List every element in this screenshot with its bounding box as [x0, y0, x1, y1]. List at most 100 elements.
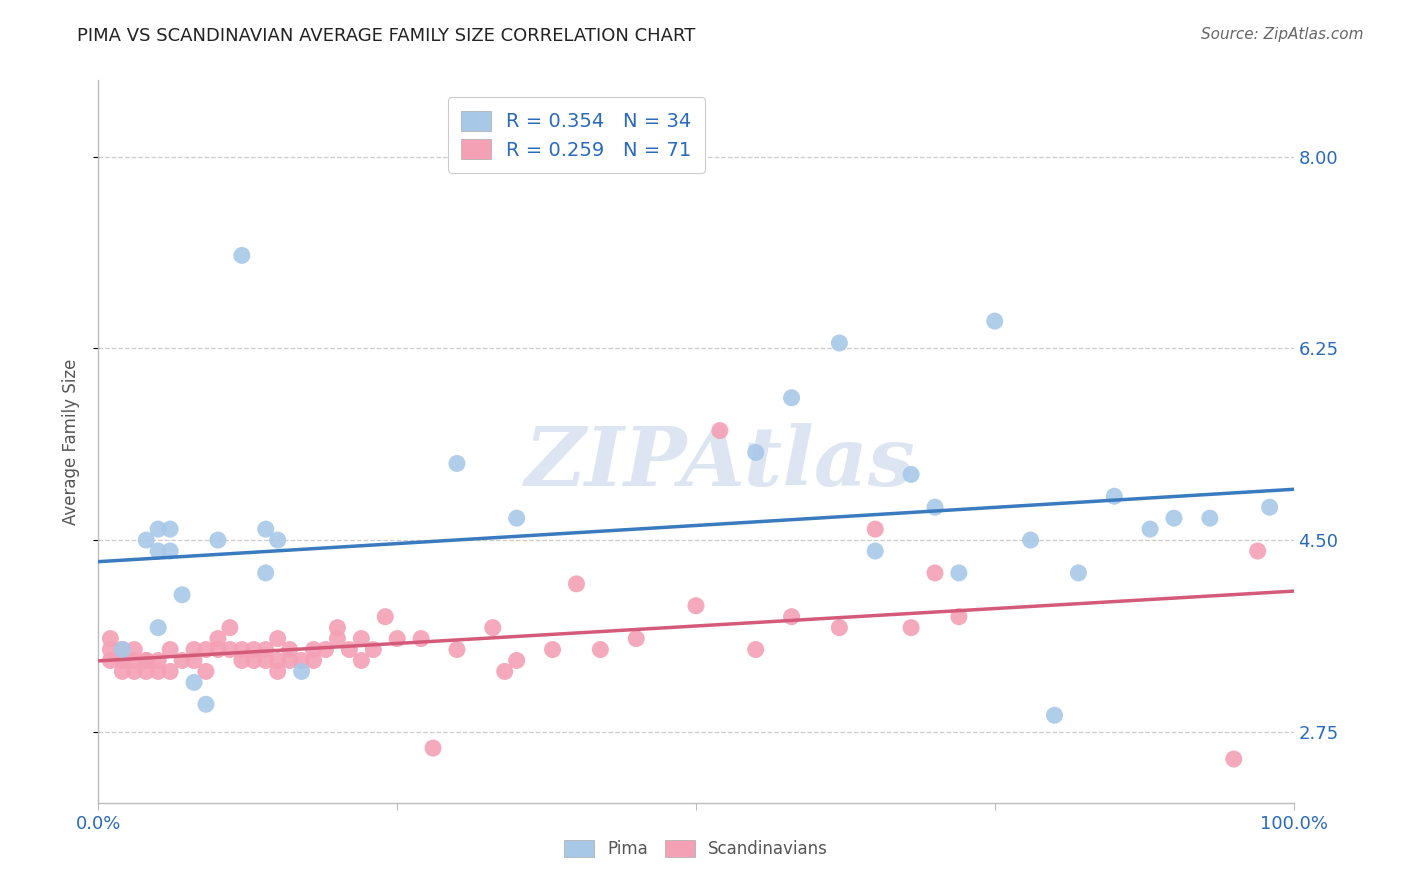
Point	[828, 621, 851, 635]
Point	[267, 653, 290, 667]
Point	[111, 642, 134, 657]
Point	[219, 621, 242, 635]
Point	[278, 653, 301, 667]
Point	[565, 577, 588, 591]
Point	[948, 566, 970, 580]
Point	[207, 632, 229, 646]
Point	[984, 314, 1007, 328]
Point	[243, 653, 266, 667]
Point	[1067, 566, 1090, 580]
Text: Source: ZipAtlas.com: Source: ZipAtlas.com	[1201, 27, 1364, 42]
Point	[506, 653, 529, 667]
Text: ZIPAtlas: ZIPAtlas	[524, 423, 915, 503]
Point	[1247, 544, 1270, 558]
Point	[1019, 533, 1042, 547]
Point	[385, 632, 409, 646]
Text: PIMA VS SCANDINAVIAN AVERAGE FAMILY SIZE CORRELATION CHART: PIMA VS SCANDINAVIAN AVERAGE FAMILY SIZE…	[77, 27, 696, 45]
Point	[111, 642, 134, 657]
Point	[135, 665, 157, 679]
Point	[1163, 511, 1185, 525]
Point	[183, 675, 205, 690]
Point	[302, 653, 325, 667]
Point	[111, 665, 134, 679]
Point	[924, 566, 946, 580]
Point	[780, 391, 803, 405]
Point	[374, 609, 396, 624]
Point	[111, 653, 134, 667]
Point	[900, 467, 922, 482]
Point	[148, 544, 170, 558]
Point	[302, 642, 325, 657]
Point	[709, 424, 731, 438]
Point	[1139, 522, 1161, 536]
Point	[135, 533, 157, 547]
Point	[124, 653, 146, 667]
Point	[159, 642, 181, 657]
Point	[183, 653, 205, 667]
Point	[98, 653, 122, 667]
Point	[267, 632, 290, 646]
Point	[159, 522, 181, 536]
Point	[506, 511, 529, 525]
Y-axis label: Average Family Size: Average Family Size	[62, 359, 80, 524]
Point	[350, 632, 373, 646]
Point	[124, 665, 146, 679]
Point	[124, 642, 146, 657]
Point	[148, 653, 170, 667]
Point	[207, 642, 229, 657]
Point	[183, 642, 205, 657]
Point	[326, 621, 349, 635]
Point	[900, 621, 922, 635]
Point	[865, 544, 887, 558]
Point	[745, 642, 768, 657]
Point	[865, 522, 887, 536]
Point	[195, 665, 218, 679]
Point	[219, 642, 242, 657]
Point	[326, 632, 349, 646]
Point	[159, 544, 181, 558]
Point	[159, 665, 181, 679]
Point	[339, 642, 361, 657]
Point	[1104, 489, 1126, 503]
Legend: Pima, Scandinavians: Pima, Scandinavians	[555, 832, 837, 867]
Point	[446, 457, 468, 471]
Point	[745, 445, 768, 459]
Point	[315, 642, 337, 657]
Point	[111, 642, 134, 657]
Point	[267, 665, 290, 679]
Point	[98, 642, 122, 657]
Point	[780, 609, 803, 624]
Point	[1223, 752, 1246, 766]
Point	[828, 336, 851, 351]
Point	[231, 248, 253, 262]
Point	[446, 642, 468, 657]
Point	[924, 500, 946, 515]
Point	[243, 642, 266, 657]
Point	[541, 642, 564, 657]
Point	[589, 642, 612, 657]
Point	[626, 632, 648, 646]
Point	[172, 588, 194, 602]
Point	[291, 653, 314, 667]
Point	[494, 665, 516, 679]
Point	[422, 741, 444, 756]
Point	[195, 698, 218, 712]
Point	[267, 533, 290, 547]
Point	[685, 599, 707, 613]
Point	[231, 642, 253, 657]
Point	[135, 653, 157, 667]
Point	[254, 566, 277, 580]
Point	[172, 653, 194, 667]
Point	[148, 522, 170, 536]
Point	[291, 665, 314, 679]
Point	[1199, 511, 1222, 525]
Point	[481, 621, 505, 635]
Point	[195, 642, 218, 657]
Point	[254, 642, 277, 657]
Point	[948, 609, 970, 624]
Point	[254, 653, 277, 667]
Point	[254, 522, 277, 536]
Point	[148, 621, 170, 635]
Point	[1043, 708, 1066, 723]
Point	[135, 653, 157, 667]
